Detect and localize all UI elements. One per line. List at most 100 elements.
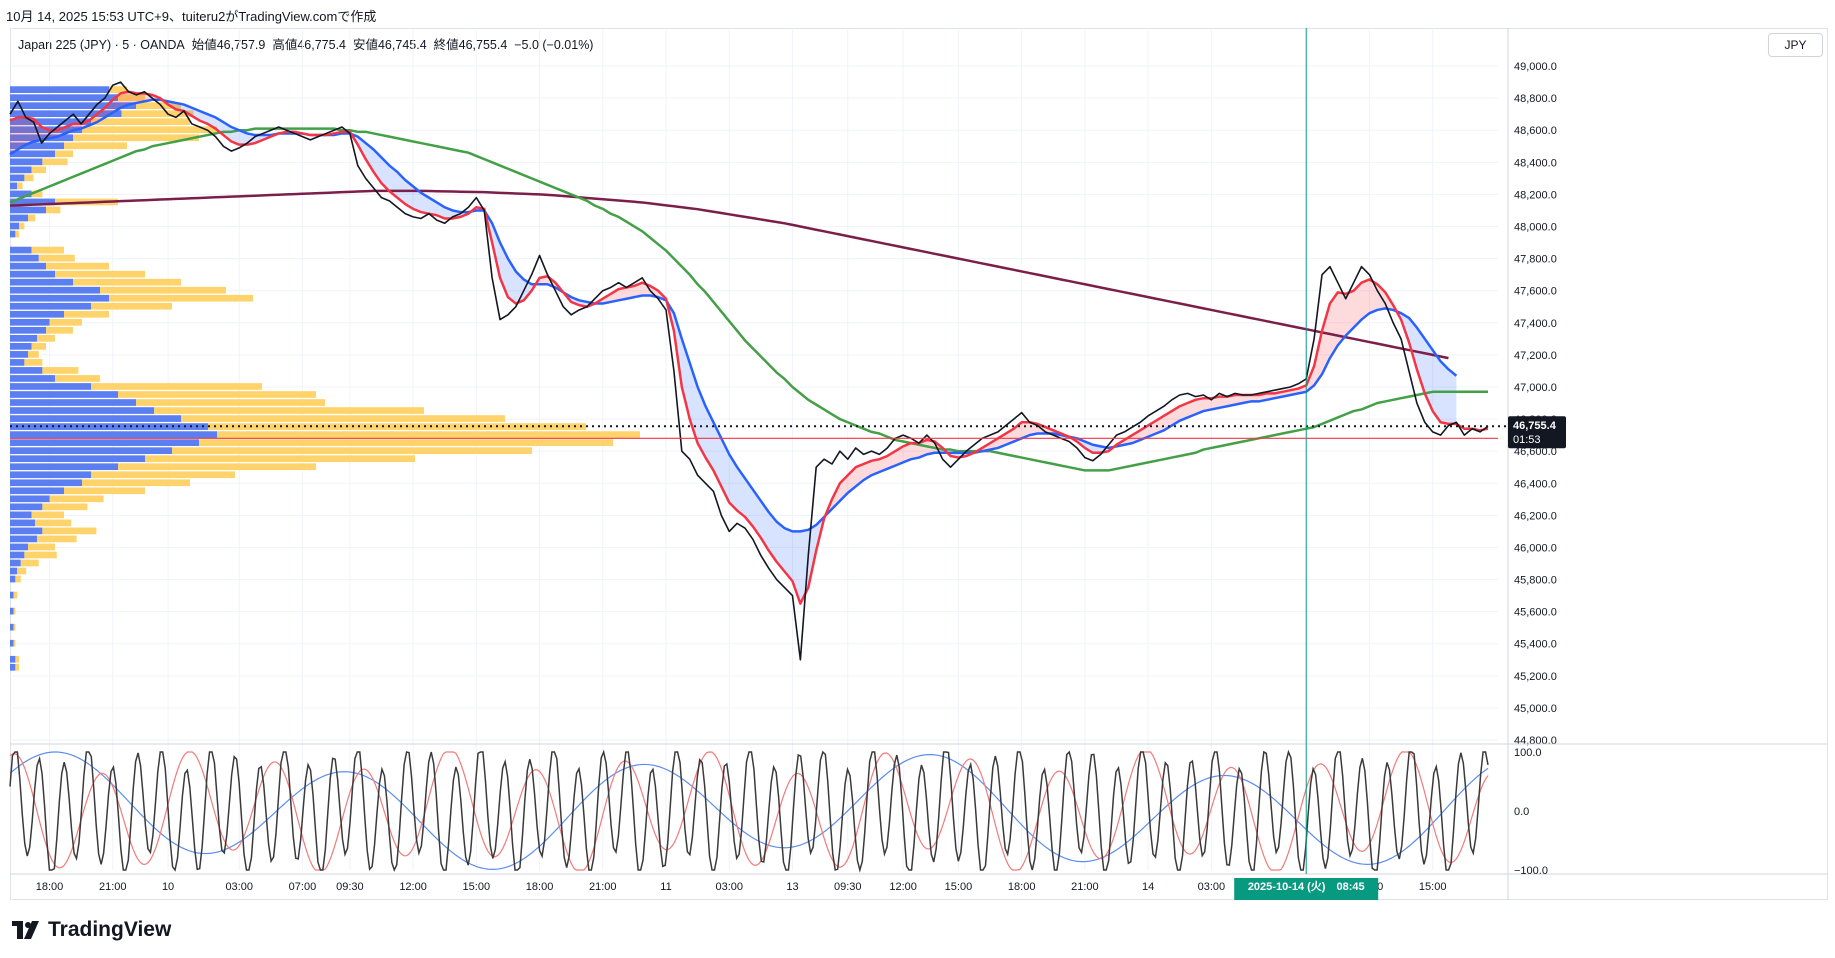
- chart-caption: 10月 14, 2025 15:53 UTC+9、tuiteru2がTradin…: [6, 9, 377, 24]
- ema-fill-segment: [1322, 303, 1330, 375]
- volume-bar-blue: [10, 110, 122, 118]
- volume-bar-yellow: [55, 270, 145, 278]
- ema-fill-segment: [397, 171, 406, 205]
- volume-bar-yellow: [118, 94, 145, 101]
- ema-fill-segment: [737, 467, 746, 517]
- ema-fill-segment: [420, 192, 429, 214]
- volume-bar-yellow: [17, 182, 23, 190]
- volume-bar-blue: [10, 150, 55, 158]
- y-tick-label: 47,800.0: [1514, 254, 1557, 266]
- volume-bar-yellow: [118, 463, 316, 471]
- volume-bar-blue: [10, 423, 208, 430]
- volume-bar-blue: [10, 383, 91, 390]
- volume-bar-yellow: [46, 326, 73, 334]
- currency-button[interactable]: JPY: [1768, 33, 1823, 57]
- ema-fill-segment: [650, 285, 659, 298]
- volume-bar-yellow: [64, 142, 127, 150]
- volume-bar-yellow: [154, 407, 424, 414]
- volume-bar-yellow: [91, 118, 190, 126]
- ema-fill-segment: [1195, 398, 1204, 415]
- volume-bar-blue: [10, 190, 32, 198]
- ema-fill-segment: [752, 489, 761, 538]
- volume-bar-blue: [10, 166, 32, 174]
- volume-bar-yellow: [136, 102, 181, 110]
- volume-bar-blue: [10, 318, 50, 326]
- ema-fill-segment: [610, 289, 619, 302]
- y-tick-label: 46,600.0: [1514, 446, 1557, 458]
- ema-fill-segment: [626, 285, 635, 299]
- symbol-name[interactable]: Japan 225 (JPY) · 5 · OANDA: [18, 38, 185, 52]
- volume-bar-yellow: [31, 166, 46, 174]
- volume-bar-yellow: [49, 495, 104, 503]
- x-tick-label: 13: [786, 881, 798, 893]
- ema-fill-segment: [879, 455, 888, 473]
- y-tick-label: 46,000.0: [1514, 542, 1557, 554]
- ema-fill-segment: [523, 279, 532, 301]
- volume-bar-blue: [10, 158, 43, 166]
- volume-bar-yellow: [20, 559, 39, 567]
- volume-bar-yellow: [64, 487, 145, 495]
- countdown-label: 01:53: [1513, 434, 1541, 446]
- volume-bar-blue: [10, 527, 43, 535]
- volume-bar-yellow: [13, 607, 16, 615]
- y-tick-label: 44,800.0: [1514, 735, 1557, 747]
- ema-fill-segment: [618, 287, 627, 301]
- indicator-lines: [9, 81, 1489, 661]
- x-tick-label: 03:00: [1198, 881, 1226, 893]
- tradingview-logo[interactable]: TradingView: [12, 918, 171, 942]
- volume-bar-blue: [10, 591, 14, 599]
- ema-fill-segment: [1448, 369, 1457, 424]
- volume-bar-yellow: [37, 535, 77, 543]
- volume-bar-yellow: [31, 190, 43, 198]
- ema-fill-segment: [903, 443, 912, 463]
- volume-bar-yellow: [199, 439, 613, 446]
- y-tick-label: 47,000.0: [1514, 382, 1557, 394]
- close-label: 終値: [433, 38, 459, 52]
- x-tick-label: 12:00: [399, 881, 427, 893]
- ema-fill-segment: [381, 157, 390, 192]
- ema-fill-segment: [1345, 290, 1354, 336]
- volume-bar-blue: [10, 639, 14, 647]
- volume-bar-blue: [10, 559, 21, 567]
- volume-bar-blue: [10, 399, 136, 406]
- volume-bar-blue: [10, 94, 118, 101]
- volume-bar-blue: [10, 391, 118, 398]
- volume-bar-blue: [10, 206, 46, 214]
- cursor-date-label: 2025-10-14 (火) 08:45: [1248, 880, 1365, 893]
- volume-bar-yellow: [31, 246, 65, 254]
- volume-bar-yellow: [91, 471, 235, 479]
- ema-fill-segment: [1432, 350, 1441, 423]
- volume-bar-yellow: [28, 351, 39, 358]
- ema-blue-line: [9, 98, 1458, 533]
- volume-bar-blue: [10, 230, 16, 238]
- x-tick-label: 18:00: [1008, 881, 1036, 893]
- volume-bar-blue: [10, 343, 32, 350]
- volume-bar-yellow: [73, 278, 181, 286]
- price-chart[interactable]: 49,000.0 48,800.0 48,600.0 48,400.0 48,200.0…: [0, 0, 1835, 900]
- volume-bar-blue: [10, 607, 14, 615]
- ema-fill-segment: [1337, 292, 1346, 346]
- volume-bar-blue: [10, 415, 181, 422]
- ema-fill-segment: [1353, 282, 1362, 328]
- ema-fill-segment: [871, 459, 880, 476]
- x-tick-label: 21:00: [1071, 881, 1099, 893]
- volume-bar-blue: [10, 407, 154, 414]
- y-tick-label: 45,200.0: [1514, 671, 1557, 683]
- volume-bar-blue: [10, 471, 91, 479]
- volume-bar-yellow: [31, 343, 46, 350]
- volume-bar-yellow: [42, 158, 68, 166]
- ema-red-line: [9, 90, 1489, 605]
- ema-fill-segment: [1021, 422, 1030, 439]
- x-tick-label: 15:00: [1419, 881, 1447, 893]
- x-tick-label: 21:00: [99, 881, 127, 893]
- volume-bar-yellow: [109, 294, 253, 302]
- volume-bar-yellow: [91, 383, 262, 390]
- volume-bar-yellow: [64, 310, 109, 318]
- ema-fill-segment: [1203, 398, 1212, 412]
- y-tick-label: 48,200.0: [1514, 189, 1557, 201]
- ema-fill-segment: [25, 117, 34, 145]
- volume-bar-blue: [10, 479, 82, 487]
- y-tick-label: 48,600.0: [1514, 125, 1557, 137]
- volume-bar-yellow: [28, 543, 55, 551]
- x-tick-label: 10: [162, 881, 174, 893]
